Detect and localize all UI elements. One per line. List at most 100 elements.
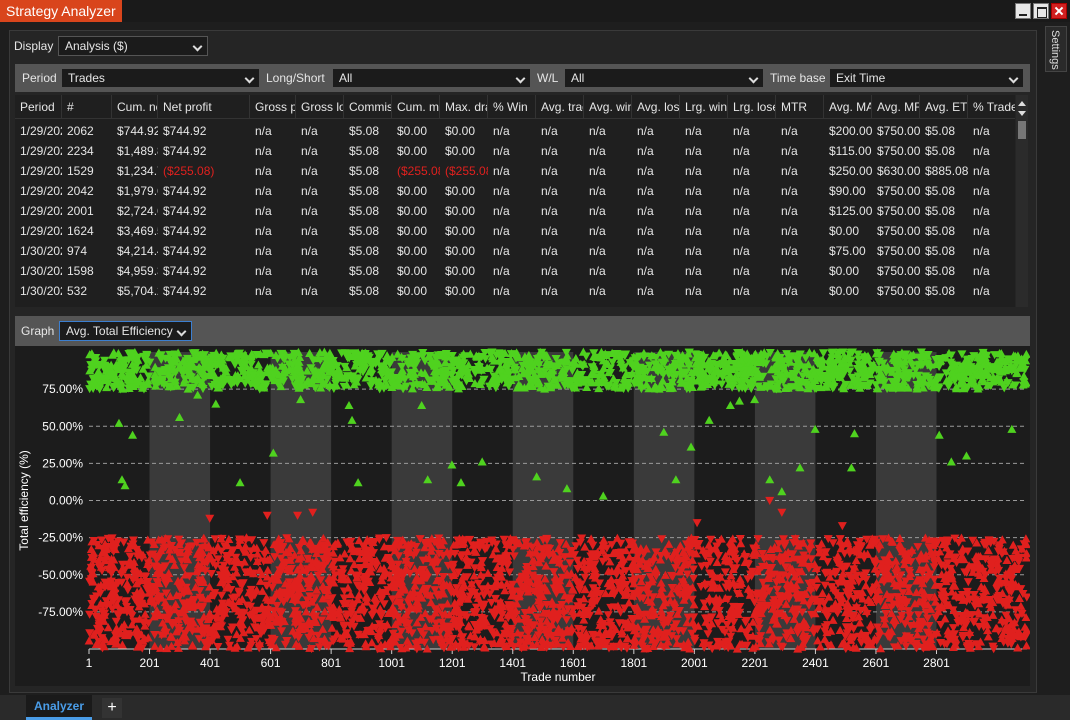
data-point-triangle <box>123 544 133 553</box>
data-point-triangle <box>851 643 861 652</box>
scroll-up-icon[interactable] <box>1018 101 1026 106</box>
column-header[interactable]: Cum. net profit <box>112 95 158 119</box>
data-point-triangle <box>860 603 870 612</box>
table-row[interactable]: 1/30/2026974$4,214.44$744.92n/an/a$5.08$… <box>15 241 1015 261</box>
data-point-triangle <box>198 577 208 586</box>
table-cell: n/a <box>973 244 990 258</box>
column-header[interactable]: Max. drawdown <box>440 95 488 119</box>
data-point-triangle <box>119 538 129 547</box>
data-point-triangle <box>304 633 314 642</box>
data-point-triangle <box>113 537 123 546</box>
column-header[interactable]: Avg. MFE <box>872 95 920 119</box>
data-point-triangle <box>239 366 249 375</box>
column-header[interactable]: Gross loss <box>296 95 344 119</box>
table-cell: $5.08 <box>349 264 380 278</box>
table-cell: n/a <box>301 264 318 278</box>
data-point-triangle <box>926 363 936 372</box>
table-cell: $0.00 <box>445 144 476 158</box>
table-row[interactable]: 1/30/2026532$5,704.28$744.92n/an/a$5.08$… <box>15 281 1015 301</box>
data-point-triangle <box>306 571 316 580</box>
table-cell: $1,489.84 <box>117 144 158 158</box>
data-point-triangle <box>122 573 132 582</box>
time-base-filter-select[interactable]: Exit Time <box>829 68 1024 88</box>
table-scrollbar[interactable] <box>1016 95 1028 307</box>
data-point-triangle <box>988 642 998 651</box>
data-point-triangle <box>846 463 856 472</box>
data-point-triangle <box>994 545 1004 554</box>
data-point-triangle <box>608 549 618 558</box>
data-point-triangle <box>995 574 1005 583</box>
data-point-triangle <box>651 548 661 557</box>
maximize-icon[interactable] <box>1033 3 1049 19</box>
column-header[interactable]: Commission <box>344 95 392 119</box>
data-point-triangle <box>542 616 552 625</box>
data-point-triangle <box>779 364 789 373</box>
column-header[interactable]: Lrg. loser <box>728 95 776 119</box>
data-point-triangle <box>972 538 982 547</box>
column-header[interactable]: Lrg. winner <box>680 95 728 119</box>
data-point-triangle <box>713 637 723 646</box>
period-filter-select[interactable]: Trades <box>61 68 260 88</box>
column-header[interactable]: # <box>62 95 112 119</box>
table-cell: $5.08 <box>925 184 956 198</box>
column-header[interactable]: % Trade <box>968 95 1015 119</box>
table-row[interactable]: 1/29/20262042$1,979.68$744.92n/an/a$5.08… <box>15 181 1015 201</box>
settings-side-tab[interactable]: Settings <box>1045 26 1067 72</box>
data-point-triangle <box>239 371 249 380</box>
data-point-triangle <box>924 535 934 544</box>
column-header[interactable]: Avg. loser <box>632 95 680 119</box>
display-select[interactable]: Analysis ($) <box>58 36 208 56</box>
data-point-triangle <box>968 536 978 545</box>
table-row[interactable]: 1/29/20261624$3,469.52$744.92n/an/a$5.08… <box>15 221 1015 241</box>
data-point-triangle <box>174 535 184 544</box>
scroll-down-icon[interactable] <box>1018 111 1026 116</box>
data-point-triangle <box>259 613 269 622</box>
table-row[interactable]: 1/30/20261598$4,959.36$744.92n/an/a$5.08… <box>15 261 1015 281</box>
column-header[interactable]: Gross profit <box>250 95 296 119</box>
column-header[interactable]: Avg. MAE <box>824 95 872 119</box>
data-point-triangle <box>595 579 605 588</box>
display-select-value: Analysis ($) <box>65 39 128 53</box>
data-point-triangle <box>172 637 182 647</box>
data-point-triangle <box>403 598 413 607</box>
data-point-triangle <box>621 567 631 576</box>
chevron-down-icon <box>1008 73 1019 84</box>
wl-filter-select[interactable]: All <box>564 68 764 88</box>
data-point-triangle <box>446 546 456 556</box>
table-row[interactable]: 1/29/20262234$1,489.84$744.92n/an/a$5.08… <box>15 141 1015 161</box>
data-point-triangle <box>416 368 426 377</box>
column-header[interactable]: Avg. winner <box>584 95 632 119</box>
minimize-icon[interactable] <box>1015 3 1031 19</box>
data-point-triangle <box>871 381 881 390</box>
close-icon[interactable] <box>1051 3 1067 19</box>
data-point-triangle <box>874 357 884 366</box>
data-point-triangle <box>276 594 286 603</box>
data-point-triangle <box>958 631 968 640</box>
data-point-triangle <box>198 367 208 376</box>
data-point-triangle <box>997 588 1007 597</box>
column-header[interactable]: Period <box>15 95 62 119</box>
table-row[interactable]: 1/29/20262062$744.92$744.92n/an/a$5.08$0… <box>15 121 1015 141</box>
table-row[interactable]: 1/29/20261529$1,234.76($255.08)n/an/a$5.… <box>15 161 1015 181</box>
column-header[interactable]: Net profit <box>158 95 250 119</box>
data-point-triangle <box>935 373 945 382</box>
column-header[interactable]: Avg. ETD <box>920 95 968 119</box>
column-header[interactable]: MTR <box>776 95 824 119</box>
column-header[interactable]: % Win <box>488 95 536 119</box>
table-row[interactable]: 1/29/20262001$2,724.60$744.92n/an/a$5.08… <box>15 201 1015 221</box>
data-point-triangle <box>955 366 965 375</box>
data-point-triangle <box>94 377 104 386</box>
data-point-triangle <box>439 644 449 653</box>
graph-select[interactable]: Avg. Total Efficiency <box>59 321 192 341</box>
data-point-triangle <box>586 589 596 598</box>
column-header[interactable]: Avg. trade <box>536 95 584 119</box>
data-point-triangle <box>1022 549 1032 558</box>
data-point-triangle <box>946 457 956 466</box>
data-point-triangle <box>99 376 109 385</box>
long-short-filter-select[interactable]: All <box>332 68 531 88</box>
scroll-thumb[interactable] <box>1018 121 1026 139</box>
column-header[interactable]: Cum. max <box>392 95 440 119</box>
data-point-triangle <box>827 354 837 363</box>
data-point-triangle <box>217 591 227 600</box>
data-point-triangle <box>320 634 330 643</box>
